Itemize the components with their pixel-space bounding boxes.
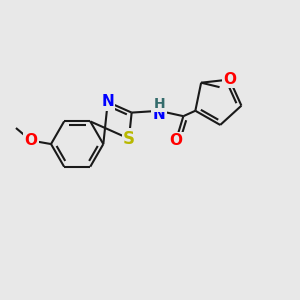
Text: H: H [154,97,165,111]
Text: S: S [123,130,135,148]
Text: O: O [223,72,236,87]
Text: N: N [101,94,114,110]
Text: O: O [24,133,37,148]
Text: O: O [169,133,182,148]
Text: N: N [153,107,165,122]
